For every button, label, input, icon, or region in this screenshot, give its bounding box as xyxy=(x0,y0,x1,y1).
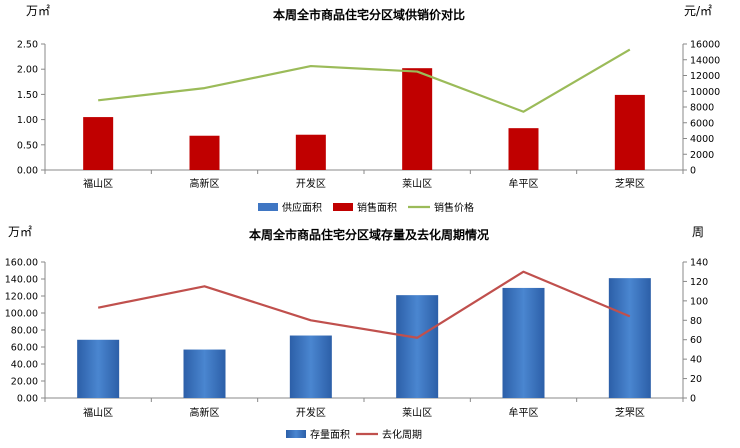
left-axis-tick-label: 0.50 xyxy=(17,140,38,151)
x-axis-category-label: 牟平区 xyxy=(509,177,539,190)
left-axis-tick-label: 160.00 xyxy=(5,258,38,269)
legend-swatch xyxy=(333,203,353,211)
x-axis-category-label: 莱山区 xyxy=(402,407,432,419)
right-axis-tick-label: 20 xyxy=(690,374,702,385)
x-axis-category-label: 福山区 xyxy=(83,177,113,190)
x-axis-category-label: 芝罘区 xyxy=(615,406,645,419)
left-axis-unit: 万㎡ xyxy=(26,4,50,18)
x-axis-category-label: 开发区 xyxy=(296,177,326,190)
right-axis-tick-label: 12000 xyxy=(690,71,720,82)
right-axis-tick-label: 120 xyxy=(690,277,708,288)
legend-label: 存量面积 xyxy=(310,428,350,441)
left-axis-tick-label: 0.00 xyxy=(17,394,38,405)
right-axis-tick-label: 0 xyxy=(690,166,696,177)
supply-sales-price-chart: 本周全市商品住宅分区域供销价对比 万㎡ 元/㎡ 0.00 0.50 1.00 1.50 2.0… xyxy=(17,4,720,214)
series-line-销售价格 xyxy=(98,48,631,113)
legend-swatch xyxy=(286,430,306,438)
left-axis-tick-label: 60.00 xyxy=(11,343,38,354)
inventory-turnover-chart: 本周全市商品住宅分区域存量及去化周期情况 万㎡ 周 0.00 20.00 40.00 60.… xyxy=(5,225,708,441)
left-axis-tick-label: 80.00 xyxy=(11,326,38,337)
x-axis-category-label: 开发区 xyxy=(296,406,326,419)
left-axis-tick-label: 140.00 xyxy=(5,275,38,286)
right-axis-tick-label: 10000 xyxy=(690,87,720,98)
right-axis-tick-label: 6000 xyxy=(690,118,714,129)
legend-label: 销售价格 xyxy=(434,201,474,214)
right-axis-tick-label: 16000 xyxy=(690,40,720,51)
chart-title: 本周全市商品住宅分区域供销价对比 xyxy=(273,7,465,22)
right-axis-unit: 元/㎡ xyxy=(684,4,712,18)
bar-销售面积 xyxy=(83,117,114,170)
bar-销售面积 xyxy=(189,135,220,170)
right-axis-tick-label: 2000 xyxy=(690,150,714,161)
bar-存量面积 xyxy=(608,278,651,398)
right-axis-tick-label: 100 xyxy=(690,296,708,307)
right-axis-tick-label: 8000 xyxy=(690,103,714,114)
legend-swatch xyxy=(258,203,278,211)
legend-label: 去化周期 xyxy=(382,428,422,441)
bar-存量面积 xyxy=(183,349,226,398)
left-axis-tick-label: 0.00 xyxy=(17,166,38,177)
left-axis-tick-label: 40.00 xyxy=(11,360,38,371)
x-axis-category-label: 牟平区 xyxy=(509,406,539,419)
left-axis-tick-label: 100.00 xyxy=(5,309,38,320)
x-axis-category-label: 莱山区 xyxy=(402,178,432,190)
bar-销售面积 xyxy=(508,128,539,170)
bar-存量面积 xyxy=(396,295,439,398)
left-axis-tick-label: 2.00 xyxy=(17,65,38,76)
chart-title: 本周全市商品住宅分区域存量及去化周期情况 xyxy=(249,227,489,242)
legend-label: 供应面积 xyxy=(282,201,322,214)
x-axis-category-label: 芝罘区 xyxy=(615,177,645,190)
bar-存量面积 xyxy=(289,335,332,398)
left-axis-tick-label: 1.00 xyxy=(17,115,38,126)
right-axis-tick-label: 60 xyxy=(690,335,702,346)
bar-存量面积 xyxy=(502,287,545,398)
x-axis-category-label: 福山区 xyxy=(83,406,113,419)
x-axis-category-label: 高新区 xyxy=(190,406,220,419)
left-axis-tick-label: 20.00 xyxy=(11,377,38,388)
right-axis-tick-label: 4000 xyxy=(690,134,714,145)
right-axis-tick-label: 40 xyxy=(690,355,702,366)
legend-label: 销售面积 xyxy=(357,201,397,214)
left-axis-tick-label: 120.00 xyxy=(5,292,38,303)
bar-销售面积 xyxy=(402,68,433,170)
x-axis-category-label: 高新区 xyxy=(190,177,220,190)
right-axis-unit: 周 xyxy=(692,225,704,239)
bar-销售面积 xyxy=(295,134,326,170)
left-axis-tick-label: 1.50 xyxy=(17,90,38,101)
right-axis-tick-label: 0 xyxy=(690,394,696,405)
left-axis-tick-label: 2.50 xyxy=(17,40,38,51)
left-axis-unit: 万㎡ xyxy=(8,225,32,239)
right-axis-tick-label: 14000 xyxy=(690,55,720,66)
series-line-去化周期 xyxy=(97,270,631,339)
right-axis-tick-label: 80 xyxy=(690,316,702,327)
bar-存量面积 xyxy=(77,339,120,398)
right-axis-tick-label: 140 xyxy=(690,258,708,269)
bar-销售面积 xyxy=(614,94,645,170)
